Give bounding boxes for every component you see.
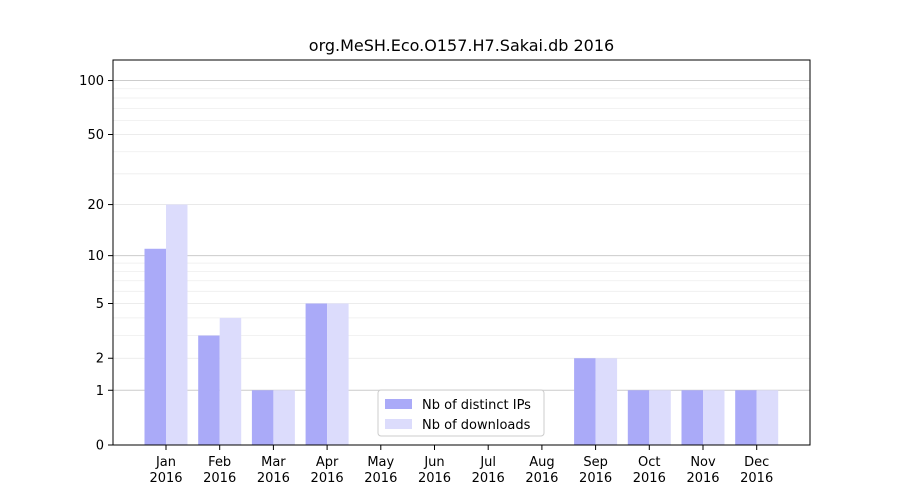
x-tick-label-month: Mar (261, 455, 286, 470)
bars-layer (144, 204, 779, 445)
bar-downloads (273, 390, 295, 445)
y-tick-label: 0 (96, 439, 104, 454)
x-tick-label-month: May (367, 455, 394, 470)
x-tick-label-year: 2016 (257, 471, 290, 486)
plot-frame (112, 59, 811, 446)
legend-swatch (385, 419, 412, 429)
bar-distinct-ips (681, 390, 703, 445)
x-tick-label-year: 2016 (364, 471, 397, 486)
legend-label: Nb of downloads (422, 418, 531, 433)
y-tick-label: 2 (96, 352, 104, 367)
x-tick-label-month: Feb (208, 455, 231, 470)
bar-downloads (595, 358, 618, 445)
legend-box (377, 389, 545, 437)
x-tick-label-month: Nov (690, 455, 716, 470)
bar-distinct-ips (144, 248, 166, 445)
x-tick-label-year: 2016 (740, 471, 773, 486)
x-tick-label-month: Oct (638, 455, 660, 470)
chart-title: org.MeSH.Eco.O157.H7.Sakai.db 2016 (309, 36, 614, 55)
y-tick-label: 1 (96, 384, 104, 399)
x-tick-label-year: 2016 (311, 471, 344, 486)
bar-distinct-ips (574, 358, 596, 445)
x-tick-label-year: 2016 (472, 471, 505, 486)
x-tick-label-month: Apr (316, 455, 339, 470)
bar-downloads (703, 390, 725, 445)
axes-layer: Jan2016Feb2016Mar2016Apr2016May2016Jun20… (79, 59, 811, 486)
bar-distinct-ips (735, 390, 757, 445)
x-tick-label-month: Aug (529, 455, 554, 470)
bar-downloads (166, 204, 188, 445)
x-tick-label-month: Sep (583, 455, 608, 470)
y-tick-label: 5 (96, 297, 104, 312)
x-tick-label-month: Jun (423, 455, 444, 470)
x-tick-label-year: 2016 (686, 471, 719, 486)
bar-distinct-ips (627, 390, 650, 445)
x-tick-label-year: 2016 (149, 471, 182, 486)
x-tick-label-year: 2016 (525, 471, 558, 486)
x-tick-label-year: 2016 (203, 471, 236, 486)
x-tick-label-year: 2016 (418, 471, 451, 486)
y-tick-label: 50 (87, 128, 104, 143)
x-tick-label-month: Jan (155, 455, 176, 470)
y-tick-label: 100 (79, 74, 104, 89)
y-tick-label: 10 (87, 249, 104, 264)
legend-swatch (385, 399, 412, 409)
legend-label: Nb of distinct IPs (422, 398, 531, 413)
bar-distinct-ips (305, 303, 328, 445)
y-tick-label: 20 (87, 198, 104, 213)
legend: Nb of distinct IPs Nb of downloads (377, 389, 545, 437)
bar-downloads (219, 317, 242, 445)
bar-downloads (756, 390, 779, 445)
x-tick-label-month: Dec (744, 455, 769, 470)
x-tick-label-month: Jul (479, 455, 496, 470)
x-tick-label-year: 2016 (579, 471, 612, 486)
bar-distinct-ips (198, 335, 220, 445)
bar-downloads (327, 303, 349, 445)
x-tick-label-year: 2016 (633, 471, 666, 486)
bar-downloads (649, 390, 671, 445)
bar-distinct-ips (251, 390, 274, 445)
